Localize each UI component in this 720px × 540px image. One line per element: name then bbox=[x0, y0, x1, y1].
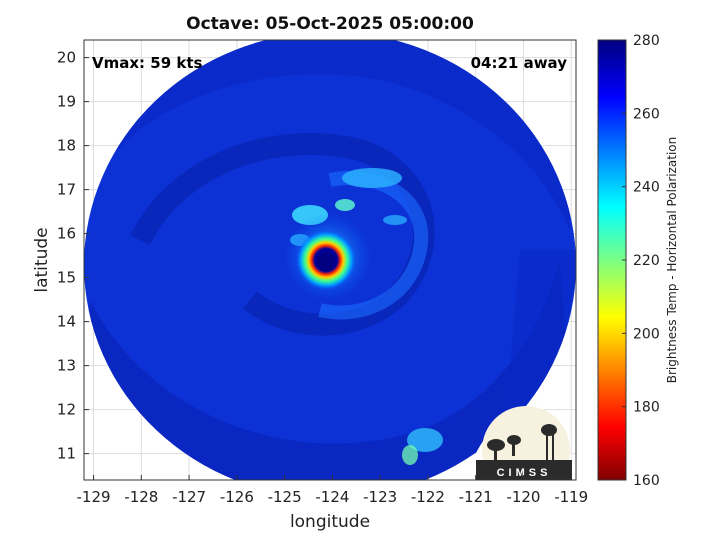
y-tick-label: 15 bbox=[57, 269, 76, 287]
y-tick-label: 16 bbox=[57, 225, 76, 243]
plot-title: Octave: 05-Oct-2025 05:00:00 bbox=[186, 14, 474, 34]
colorbar-ticks: 280 260 240 220 200 180 160 bbox=[622, 33, 660, 489]
y-tick-label: 17 bbox=[57, 181, 76, 199]
x-tick-label: -125 bbox=[268, 488, 302, 506]
x-tick-label: -119 bbox=[554, 488, 588, 506]
x-tick-label: -124 bbox=[315, 488, 349, 506]
y-tick-label: 12 bbox=[57, 401, 76, 419]
x-tick-label: -122 bbox=[411, 488, 445, 506]
axes-frame bbox=[83, 39, 577, 481]
colorbar-tick-label: 200 bbox=[633, 326, 660, 342]
colorbar-tick-label: 280 bbox=[633, 33, 660, 49]
x-tick-label: -129 bbox=[77, 488, 111, 506]
y-axis-label: latitude bbox=[32, 227, 52, 292]
colorbar bbox=[597, 39, 627, 481]
colorbar-label: Brightness Temp - Horizontal Polarizatio… bbox=[665, 137, 679, 384]
logo-text: CIMSS bbox=[497, 467, 552, 479]
time-away-label: 04:21 away bbox=[471, 54, 568, 72]
y-tick-label: 20 bbox=[57, 49, 76, 67]
y-tick-label: 11 bbox=[57, 445, 76, 463]
y-tick-label: 13 bbox=[57, 357, 76, 375]
x-tick-label: -128 bbox=[124, 488, 158, 506]
vmax-label: Vmax: 59 kts bbox=[92, 54, 202, 72]
x-tick-label: -126 bbox=[220, 488, 254, 506]
colorbar-tick-label: 240 bbox=[633, 180, 660, 196]
colorbar-tick-label: 220 bbox=[633, 253, 660, 269]
colorbar-tick-label: 160 bbox=[633, 473, 660, 489]
colorbar-tick-label: 260 bbox=[633, 106, 660, 122]
x-tick-label: -127 bbox=[172, 488, 206, 506]
y-tick-label: 14 bbox=[57, 313, 76, 331]
x-axis-ticks: -129 -128 -127 -126 -125 -124 -123 -122 -121 -120… bbox=[77, 475, 588, 506]
y-tick-label: 18 bbox=[57, 137, 76, 155]
x-tick-label: -121 bbox=[459, 488, 493, 506]
colorbar-tick-label: 180 bbox=[633, 400, 660, 416]
x-tick-label: -120 bbox=[506, 488, 540, 506]
cimss-logo: CIMSS bbox=[470, 406, 573, 480]
y-axis-ticks: 11 12 13 14 15 16 17 18 19 20 bbox=[57, 49, 89, 463]
microwave-swath bbox=[84, 40, 576, 480]
y-tick-label: 19 bbox=[57, 93, 76, 111]
x-tick-label: -123 bbox=[363, 488, 397, 506]
x-axis-label: longitude bbox=[290, 512, 370, 532]
